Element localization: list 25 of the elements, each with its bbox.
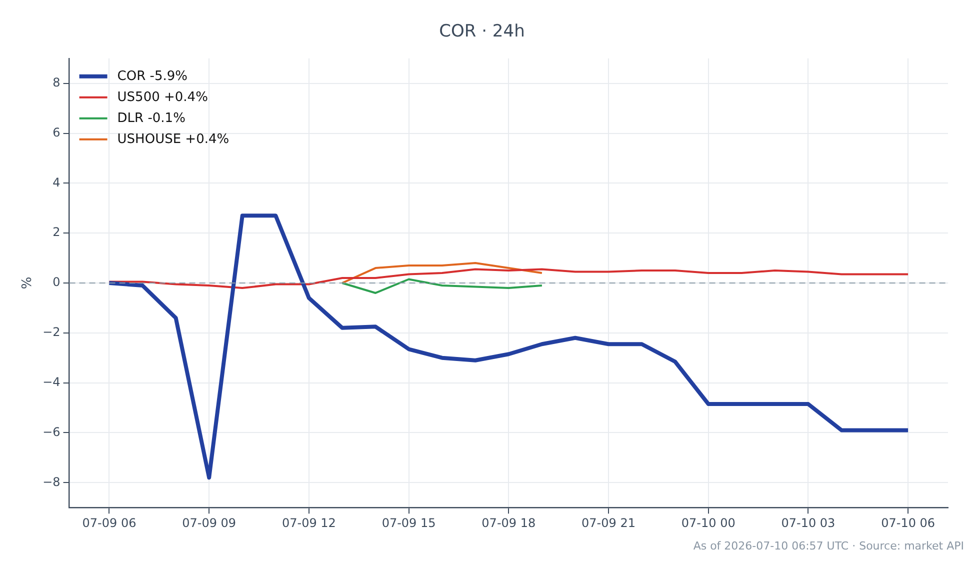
x-tick-label: 07-09 09 [182, 516, 236, 530]
chart-title: COR · 24h [439, 22, 525, 42]
y-tick-label: 2 [52, 225, 60, 240]
x-tick-label: 07-10 06 [881, 516, 936, 530]
x-tick-label: 07-09 18 [482, 516, 536, 530]
x-tick-label: 07-10 03 [781, 516, 836, 530]
legend-label: COR -5.9% [117, 68, 188, 84]
x-tick-label: 07-09 21 [582, 516, 636, 530]
legend-label: US500 +0.4% [117, 90, 208, 105]
legend-label: USHOUSE +0.4% [117, 132, 230, 147]
y-tick-label: −2 [42, 325, 60, 340]
x-tick-label: 07-09 12 [282, 516, 336, 530]
y-axis-title: % [20, 276, 36, 290]
x-tick-label: 07-09 15 [382, 516, 436, 530]
x-tick-label: 07-10 00 [681, 516, 736, 530]
x-tick-label: 07-09 06 [82, 516, 136, 530]
legend-label: DLR -0.1% [117, 110, 186, 126]
y-tick-label: 4 [52, 175, 60, 190]
y-tick-label: −6 [42, 424, 60, 439]
y-tick-label: 0 [52, 275, 60, 290]
text: As of 2026-07-10 06:57 UTC · Source: market API [693, 539, 964, 552]
y-tick-label: −4 [42, 374, 60, 389]
y-tick-label: −8 [42, 474, 60, 489]
y-tick-label: 8 [52, 75, 60, 90]
y-tick-label: 6 [52, 125, 60, 140]
